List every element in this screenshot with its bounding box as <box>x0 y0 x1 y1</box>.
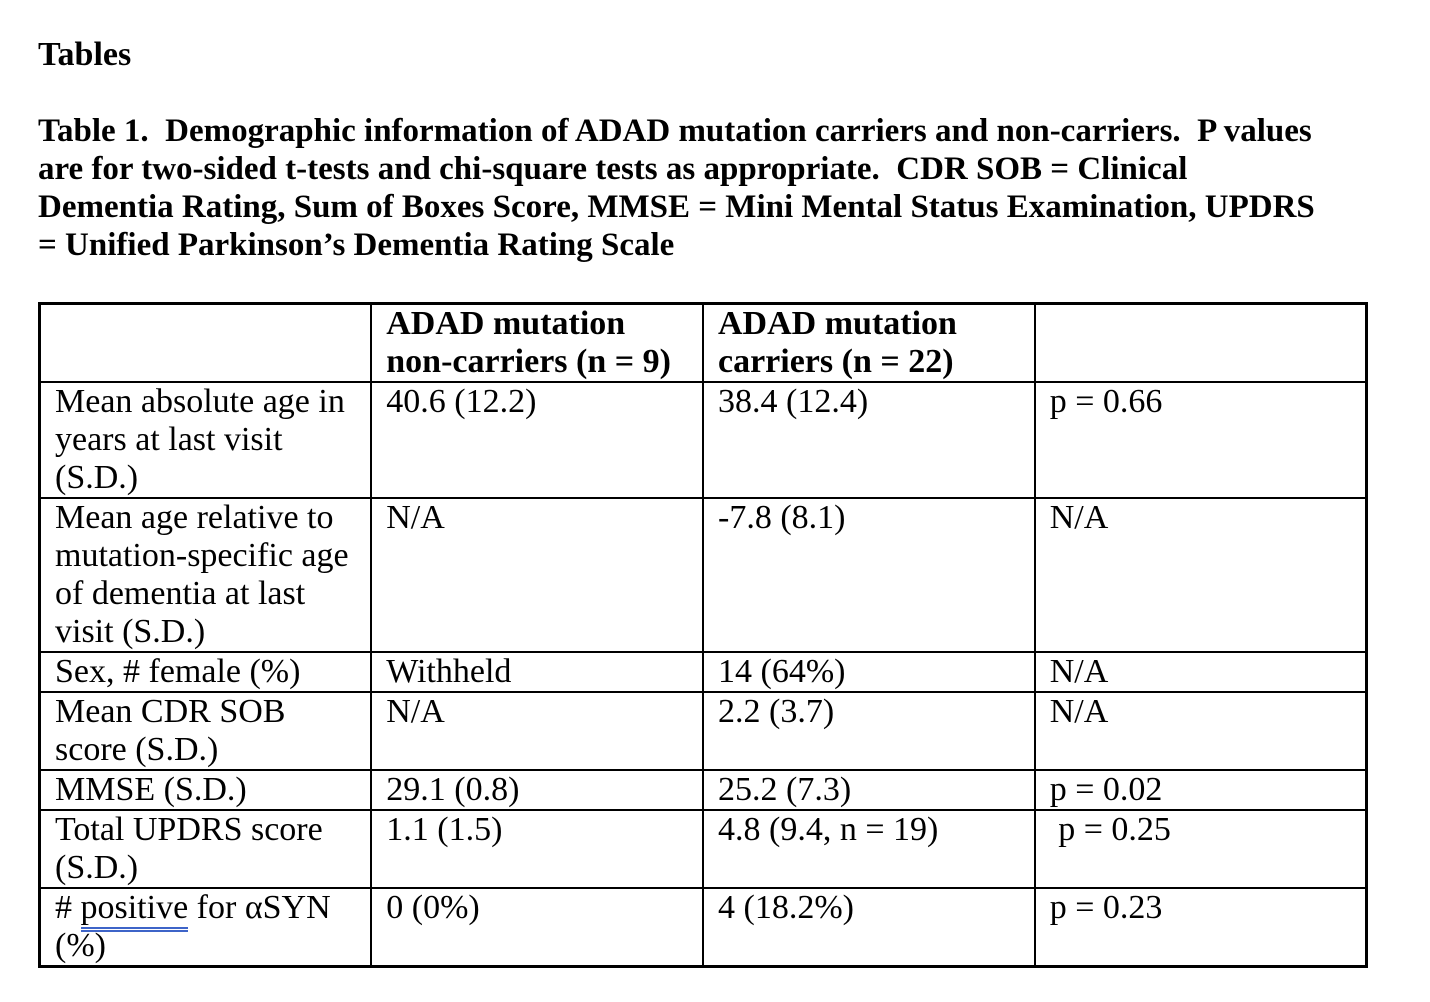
table-row-relative-age: Mean age relative to mutation-specific a… <box>38 497 1368 653</box>
spellcheck-underlined-word: positive <box>80 889 189 932</box>
table-row-cdr-sob: Mean CDR SOB score (S.D.) N/A 2.2 (3.7) … <box>38 691 1368 771</box>
table-caption: Table 1. Demographic information of ADAD… <box>38 112 1392 264</box>
cell-pvalue: p = 0.66 <box>1033 381 1368 499</box>
cell-non-carriers: 0 (0%) <box>370 887 704 968</box>
cell-carriers: 4 (18.2%) <box>702 887 1036 968</box>
cell-pvalue: N/A <box>1033 497 1368 653</box>
table-row-updrs: Total UPDRS score (S.D.) 1.1 (1.5) 4.8 (… <box>38 809 1368 889</box>
page-title: Tables <box>38 36 132 73</box>
label-text: # <box>55 889 81 926</box>
table-row-absolute-age: Mean absolute age in years at last visit… <box>38 381 1368 499</box>
cell-carriers: 25.2 (7.3) <box>702 769 1036 811</box>
header-cell-carriers: ADAD mutation carriers (n = 22) <box>702 302 1036 383</box>
row-label: Total UPDRS score (S.D.) <box>38 809 373 889</box>
cell-carriers: -7.8 (8.1) <box>702 497 1036 653</box>
caption-line: Table 1. Demographic information of ADAD… <box>38 113 1312 149</box>
cell-carriers: 4.8 (9.4, n = 19) <box>702 809 1036 889</box>
label-text: for αSYN (%) <box>55 889 340 964</box>
cell-carriers: 38.4 (12.4) <box>702 381 1036 499</box>
row-label: Sex, # female (%) <box>38 651 373 693</box>
row-label: Mean age relative to mutation-specific a… <box>38 497 373 653</box>
row-label: MMSE (S.D.) <box>38 769 373 811</box>
caption-line: are for two-sided t-tests and chi-square… <box>38 151 1188 187</box>
header-cell-empty <box>38 302 373 383</box>
header-row: ADAD mutation non-carriers (n = 9) ADAD … <box>38 302 1368 383</box>
header-cell-non-carriers: ADAD mutation non-carriers (n = 9) <box>370 302 704 383</box>
cell-pvalue: N/A <box>1033 691 1368 771</box>
caption-line: Dementia Rating, Sum of Boxes Score, MMS… <box>38 189 1315 225</box>
row-label: Mean absolute age in years at last visit… <box>38 381 373 499</box>
table-row-sex: Sex, # female (%) Withheld 14 (64%) N/A <box>38 651 1368 693</box>
cell-pvalue: N/A <box>1033 651 1368 693</box>
header-cell-pvalue <box>1033 302 1368 383</box>
table-body: Mean absolute age in years at last visit… <box>38 381 1368 968</box>
caption-line: = Unified Parkinson’s Dementia Rating Sc… <box>38 227 675 263</box>
cell-non-carriers: N/A <box>370 691 704 771</box>
cell-carriers: 14 (64%) <box>702 651 1036 693</box>
cell-pvalue: p = 0.23 <box>1033 887 1368 968</box>
cell-non-carriers: Withheld <box>370 651 704 693</box>
cell-pvalue: p = 0.02 <box>1033 769 1368 811</box>
cell-non-carriers: N/A <box>370 497 704 653</box>
cell-non-carriers: 1.1 (1.5) <box>370 809 704 889</box>
cell-non-carriers: 29.1 (0.8) <box>370 769 704 811</box>
table-row-asyn: # positive for αSYN (%) 0 (0%) 4 (18.2%)… <box>38 887 1368 968</box>
cell-carriers: 2.2 (3.7) <box>702 691 1036 771</box>
demographics-table: ADAD mutation non-carriers (n = 9) ADAD … <box>38 302 1368 968</box>
cell-non-carriers: 40.6 (12.2) <box>370 381 704 499</box>
row-label: # positive for αSYN (%) <box>38 887 373 968</box>
cell-pvalue: p = 0.25 <box>1033 809 1368 889</box>
table-row-mmse: MMSE (S.D.) 29.1 (0.8) 25.2 (7.3) p = 0.… <box>38 769 1368 811</box>
document-page: Tables Table 1. Demographic information … <box>38 36 1392 968</box>
row-label: Mean CDR SOB score (S.D.) <box>38 691 373 771</box>
